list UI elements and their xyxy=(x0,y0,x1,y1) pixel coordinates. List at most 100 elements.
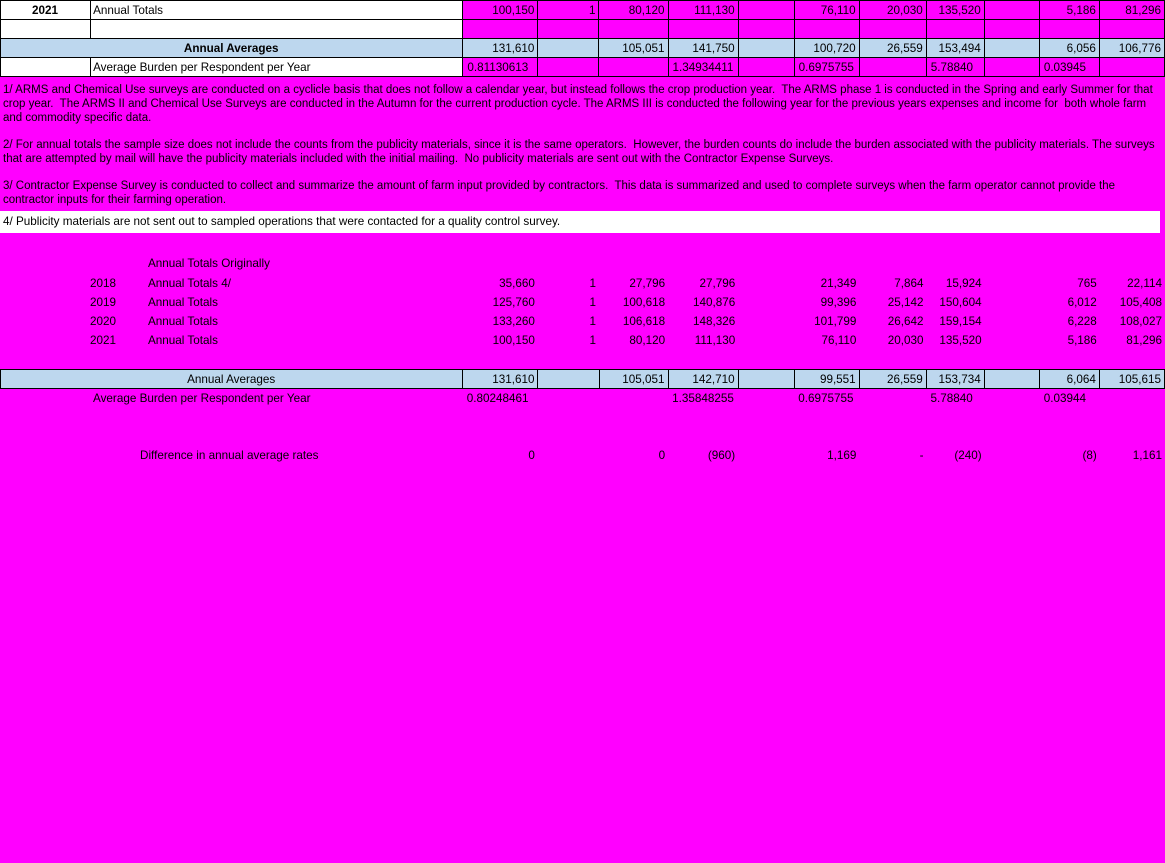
cell[interactable] xyxy=(983,0,1040,20)
cell[interactable]: 5.78840 xyxy=(925,57,985,77)
cell[interactable] xyxy=(1098,57,1165,77)
cell[interactable] xyxy=(738,312,794,331)
cell[interactable]: 125,760 xyxy=(492,296,535,309)
cell[interactable]: 80,120 xyxy=(598,0,669,20)
cell[interactable] xyxy=(737,369,795,389)
cell[interactable] xyxy=(738,331,794,350)
cell[interactable]: 135,520 xyxy=(925,0,985,20)
cell[interactable]: 21,349 xyxy=(820,277,857,290)
cell[interactable]: 2021 xyxy=(0,0,92,20)
cell[interactable]: 100,720 xyxy=(793,38,860,58)
cell[interactable]: 1.35848255 xyxy=(672,392,734,405)
cell[interactable]: 100,150 xyxy=(492,334,535,347)
cell[interactable]: 142,710 xyxy=(667,369,739,389)
cell[interactable] xyxy=(858,57,927,77)
cell[interactable]: Average Burden per Respondent per Year xyxy=(93,392,311,405)
cell[interactable]: 27,796 xyxy=(699,277,736,290)
cell[interactable]: 2020 Annual Totals xyxy=(0,312,463,331)
cell[interactable]: 105,408 xyxy=(1119,296,1162,309)
cell[interactable]: 1,169 xyxy=(827,449,857,462)
cell[interactable] xyxy=(1100,389,1165,408)
cell[interactable] xyxy=(985,446,1040,465)
cell[interactable]: 0.81130613 xyxy=(462,57,539,77)
cell[interactable] xyxy=(0,57,92,77)
cell[interactable] xyxy=(983,369,1040,389)
cell[interactable]: 148,326 xyxy=(692,315,736,328)
cell[interactable]: 2019 Annual Totals xyxy=(0,293,463,312)
cell[interactable]: 80,120 xyxy=(629,334,666,347)
cell[interactable] xyxy=(90,19,464,39)
cell[interactable] xyxy=(598,57,669,77)
cell[interactable]: 26,559 xyxy=(858,369,927,389)
cell[interactable]: 100,150 xyxy=(462,0,539,20)
cell[interactable]: 0.6975755 xyxy=(798,392,854,405)
cell[interactable]: 35,660 xyxy=(499,277,535,290)
cell[interactable]: 106,618 xyxy=(622,315,666,328)
cell[interactable] xyxy=(985,312,1040,331)
cell[interactable]: 0 xyxy=(658,449,666,462)
cell[interactable]: 15,924 xyxy=(945,277,982,290)
cell[interactable] xyxy=(737,19,795,39)
cell[interactable]: 6,056 xyxy=(1038,38,1100,58)
cell[interactable]: 76,110 xyxy=(821,334,857,347)
cell[interactable] xyxy=(738,274,794,293)
cell[interactable] xyxy=(983,19,1040,39)
cell[interactable] xyxy=(537,369,600,389)
cell[interactable]: - xyxy=(919,449,924,462)
cell[interactable]: 133,260 xyxy=(492,315,535,328)
cell[interactable] xyxy=(599,389,668,408)
cell[interactable]: Average Burden per Respondent per Year xyxy=(90,57,464,77)
cell[interactable] xyxy=(538,389,599,408)
cell[interactable]: Annual Averages xyxy=(0,369,464,389)
cell[interactable]: 20,030 xyxy=(887,334,924,347)
cell[interactable] xyxy=(983,57,1040,77)
cell[interactable] xyxy=(858,19,927,39)
cell[interactable]: 1 xyxy=(537,0,600,20)
cell[interactable]: 100,618 xyxy=(622,296,666,309)
cell[interactable] xyxy=(985,274,1040,293)
cell[interactable]: 159,154 xyxy=(939,315,982,328)
cell[interactable]: 5,186 xyxy=(1038,0,1100,20)
cell[interactable]: 765 xyxy=(1077,277,1097,290)
cell[interactable]: 2018 Annual Totals 4/ xyxy=(0,274,463,293)
cell[interactable]: 81,296 xyxy=(1126,334,1162,347)
cell[interactable]: 6,228 xyxy=(1067,315,1097,328)
cell[interactable]: 131,610 xyxy=(462,38,539,58)
cell[interactable]: 22,114 xyxy=(1127,277,1162,290)
cell[interactable]: 0.80248461 xyxy=(466,392,529,405)
cell[interactable]: 135,520 xyxy=(939,334,982,347)
cell[interactable]: 108,027 xyxy=(1119,315,1162,328)
cell[interactable]: Difference in annual average rates xyxy=(140,449,319,462)
cell[interactable] xyxy=(859,389,926,408)
cell[interactable]: 150,604 xyxy=(939,296,982,309)
cell[interactable] xyxy=(537,19,600,39)
cell[interactable]: 105,615 xyxy=(1098,369,1165,389)
cell[interactable]: 0.03944 xyxy=(1043,392,1086,405)
cell[interactable]: (240) xyxy=(954,449,982,462)
cell[interactable]: 2021 Annual Totals xyxy=(0,331,463,350)
cell[interactable] xyxy=(985,389,1040,408)
cell[interactable] xyxy=(0,19,92,39)
cell[interactable]: Annual Averages xyxy=(0,38,464,58)
cell[interactable]: 5.78840 xyxy=(930,392,973,405)
cell[interactable]: (8) xyxy=(1082,449,1097,462)
cell[interactable]: (960) xyxy=(707,449,736,462)
cell[interactable] xyxy=(737,57,795,77)
cell[interactable] xyxy=(1098,19,1165,39)
cell[interactable] xyxy=(737,0,795,20)
cell[interactable]: 6,012 xyxy=(1067,296,1097,309)
cell[interactable]: 5,186 xyxy=(1067,334,1097,347)
cell[interactable] xyxy=(925,19,985,39)
cell[interactable]: 1 xyxy=(589,296,596,309)
cell[interactable]: 1 xyxy=(589,277,596,290)
cell[interactable]: 1 xyxy=(589,315,596,328)
cell[interactable]: 76,110 xyxy=(793,0,860,20)
cell[interactable]: 106,776 xyxy=(1098,38,1165,58)
cell[interactable]: 105,051 xyxy=(598,369,669,389)
cell[interactable] xyxy=(1038,19,1100,39)
cell[interactable]: 111,130 xyxy=(667,0,739,20)
cell[interactable]: 6,064 xyxy=(1038,369,1100,389)
cell[interactable]: 140,876 xyxy=(692,296,736,309)
cell[interactable] xyxy=(983,38,1040,58)
cell[interactable]: 153,734 xyxy=(925,369,985,389)
